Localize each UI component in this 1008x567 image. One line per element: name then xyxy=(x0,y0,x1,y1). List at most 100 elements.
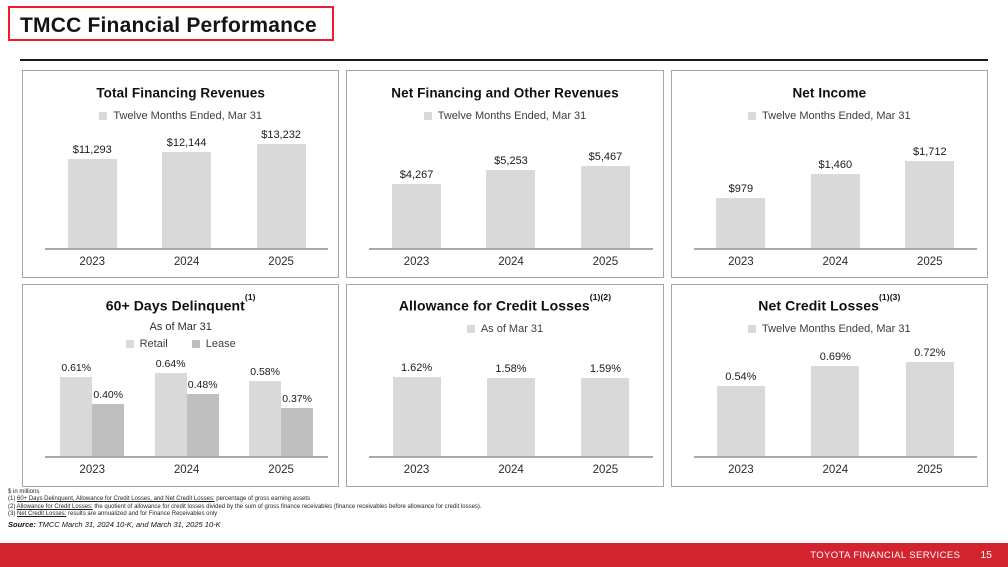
x-axis-line xyxy=(369,248,653,250)
bar-column: 0.72% xyxy=(905,347,954,456)
bars-row: $4,267 $5,253 $5,467 xyxy=(347,118,662,248)
bar-group: 0.72% xyxy=(905,347,954,456)
bar-slot: $1,712 xyxy=(883,146,977,248)
bar-group: $5,467 xyxy=(580,151,630,248)
bar-group: 0.54% xyxy=(716,371,765,456)
chart-legend: Twelve Months Ended, Mar 31 xyxy=(347,110,662,122)
bar-value-label: $1,712 xyxy=(912,146,947,158)
legend-swatch-icon xyxy=(99,111,108,120)
bar xyxy=(486,170,536,248)
legend-label: Twelve Months Ended, Mar 31 xyxy=(437,109,587,122)
bar-value-label: 0.61% xyxy=(61,362,92,374)
legend-swatch-icon xyxy=(125,339,134,348)
x-axis-labels: 2023 2024 2025 xyxy=(672,256,987,268)
source-text: TMCC March 31, 2024 10-K, and March 31, … xyxy=(35,520,221,530)
x-axis-label: 2024 xyxy=(498,256,524,268)
chart-title: Net Financing and Other Revenues xyxy=(347,84,662,101)
x-axis-line xyxy=(45,456,329,458)
bar-slot: 0.64% 0.48% xyxy=(139,358,233,456)
chart-legend: Retail Lease xyxy=(23,338,338,350)
bar-slot: 0.54% xyxy=(694,371,788,456)
x-axis-label: 2023 xyxy=(79,256,106,268)
plot-area: $979 $1,460 $1,712 2023 2024 2025 xyxy=(672,118,987,277)
bar xyxy=(716,198,766,248)
bar-group: 1.62% xyxy=(392,362,441,456)
x-axis-labels: 2023 2024 2025 xyxy=(347,256,662,268)
bars-row: 0.54% 0.69% 0.72% xyxy=(672,338,987,456)
footnote-text: $ in millions xyxy=(8,489,40,495)
bar-column: $12,144 xyxy=(162,137,212,248)
x-axis-line xyxy=(693,248,977,250)
bar-slot: 1.58% xyxy=(464,363,558,456)
bar-group: $11,293 xyxy=(67,144,117,248)
bar-column: 0.37% xyxy=(281,393,314,456)
bar-value-label: 0.58% xyxy=(250,366,280,378)
bar-value-label: 1.62% xyxy=(400,362,433,374)
bar-column: 1.59% xyxy=(581,363,630,456)
x-axis-label: 2024 xyxy=(822,464,849,476)
x-axis-labels: 2023 2024 2025 xyxy=(23,256,338,268)
bar-column: $979 xyxy=(716,183,766,248)
bar-slot: $979 xyxy=(694,183,788,248)
chart-title-text: Net Financing and Other Revenues xyxy=(391,85,619,101)
bar-value-label: $12,144 xyxy=(166,137,207,149)
bar xyxy=(392,184,442,248)
page-number: 15 xyxy=(980,549,992,561)
x-axis-label: 2024 xyxy=(822,256,849,268)
footer-brand: TOYOTA FINANCIAL SERVICES xyxy=(810,549,961,561)
footnote-text: (3) xyxy=(8,510,17,517)
bar xyxy=(716,386,765,456)
bar-value-label: 1.59% xyxy=(589,363,622,375)
charts-grid: Total Financing Revenues Twelve Months E… xyxy=(22,70,988,487)
bar-group: $4,267 xyxy=(392,169,442,248)
chart-title-superscript: (1)(3) xyxy=(879,292,901,302)
bar-column: 0.40% xyxy=(92,389,125,456)
bar-slot: $5,253 xyxy=(464,155,558,248)
bar-column: 0.69% xyxy=(811,351,860,456)
footnote-underlined: 60+ Days Delinquent, Allowance for Credi… xyxy=(17,496,215,503)
x-axis-label: 2023 xyxy=(728,464,754,476)
bar-column: $5,253 xyxy=(486,155,536,248)
bars-row: $979 $1,460 $1,712 xyxy=(672,118,987,248)
chart-panel-allowance-for-credit-losses: Allowance for Credit Losses(1)(2) As of … xyxy=(346,284,664,487)
bar-column: $5,467 xyxy=(580,151,630,248)
bar xyxy=(249,381,282,456)
legend-label: Twelve Months Ended, Mar 31 xyxy=(113,109,262,122)
chart-subtitle: As of Mar 31 xyxy=(149,320,212,333)
bar-value-label: $5,467 xyxy=(588,151,623,163)
x-axis-label: 2023 xyxy=(79,464,106,476)
bar-value-label: 0.40% xyxy=(93,389,124,401)
x-axis-label: 2025 xyxy=(592,256,619,268)
bar-column: 0.48% xyxy=(186,379,219,456)
bar xyxy=(281,408,314,456)
bar xyxy=(154,373,187,456)
bar-column: 1.58% xyxy=(486,363,535,456)
bar-column: $11,293 xyxy=(67,144,117,248)
source-line: Source: TMCC March 31, 2024 10-K, and Ma… xyxy=(8,520,482,529)
x-axis-label: 2025 xyxy=(592,464,619,476)
chart-title: Allowance for Credit Losses(1)(2) xyxy=(347,292,662,314)
bar-column: $1,460 xyxy=(810,159,860,248)
bar-column: 1.62% xyxy=(392,362,441,456)
bar-value-label: $5,253 xyxy=(494,155,528,167)
bar-slot: $5,467 xyxy=(558,151,652,248)
bar-slot: 1.62% xyxy=(369,362,463,456)
x-axis-label: 2023 xyxy=(403,256,430,268)
bars-row: 1.62% 1.58% 1.59% xyxy=(347,338,662,456)
bar-group: 1.59% xyxy=(581,363,630,456)
bar-value-label: 0.72% xyxy=(914,347,946,359)
legend-swatch-icon xyxy=(191,339,200,348)
chart-legend: As of Mar 31 xyxy=(347,323,662,335)
bar-value-label: 1.58% xyxy=(495,363,527,375)
x-axis-label: 2025 xyxy=(268,464,294,476)
bar-group: 0.58% 0.37% xyxy=(249,366,314,456)
legend-swatch-icon xyxy=(748,324,757,333)
footnote-line: $ in millions xyxy=(8,489,482,496)
footnote-text: (1) xyxy=(8,496,17,503)
x-axis-line xyxy=(693,456,977,458)
source-label: Source: xyxy=(8,520,36,530)
bar-slot: 0.58% 0.37% xyxy=(234,366,328,456)
x-axis-label: 2023 xyxy=(728,256,754,268)
chart-panel-net-financing-other-revenues: Net Financing and Other Revenues Twelve … xyxy=(346,70,664,278)
bar-group: $5,253 xyxy=(486,155,536,248)
